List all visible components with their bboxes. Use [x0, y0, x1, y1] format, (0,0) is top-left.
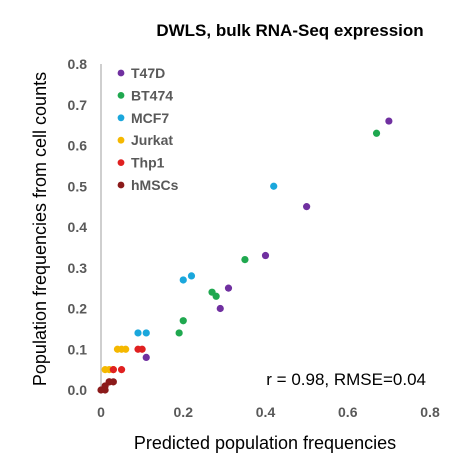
legend-marker-hmscs	[117, 181, 125, 189]
y-tick-label: 0.0	[68, 382, 88, 398]
data-point-hmscs	[109, 378, 117, 386]
legend-marker-mcf7	[117, 114, 125, 122]
data-point-thp1	[117, 366, 126, 374]
y-tick-label: 0.2	[68, 301, 88, 317]
data-point-mcf7	[270, 182, 278, 190]
data-point-t47d	[261, 251, 270, 260]
legend-label-thp1: Thp1	[131, 155, 165, 171]
x-axis-title: Predicted population frequencies	[134, 433, 396, 453]
data-point-thp1	[109, 366, 117, 374]
x-tick-label: 0.6	[338, 404, 358, 420]
y-tick-label: 0.6	[68, 138, 88, 154]
legend-marker-bt474	[117, 92, 125, 99]
legend-marker-t47d	[117, 69, 125, 77]
legend-marker-thp1	[117, 159, 125, 167]
correlation-annotation: r = 0.98, RMSE=0.04	[266, 370, 426, 389]
data-point-bt474	[241, 256, 249, 264]
y-tick-label: 0.1	[68, 341, 88, 357]
data-point-bt474	[175, 329, 183, 337]
y-tick-label: 0.3	[68, 260, 88, 276]
data-point-mcf7	[179, 276, 187, 284]
y-tick-label: 0.8	[68, 56, 88, 72]
legend-label-bt474: BT474	[131, 87, 173, 103]
data-point-hmscs	[101, 386, 109, 394]
data-point-t47d	[216, 304, 224, 313]
data-point-bt474	[179, 317, 187, 325]
legend-label-hmscs: hMSCs	[131, 177, 179, 193]
x-tick-label: 0.4	[256, 404, 276, 420]
data-point-thp1	[138, 345, 146, 353]
data-point-mcf7	[187, 272, 196, 280]
y-tick-labels: 0.0 0.1 0.2 0.3 0.4 0.5 0.6 0.7 0.8	[68, 56, 88, 398]
y-tick-label: 0.7	[68, 97, 88, 113]
legend: T47D BT474 MCF7 Jurkat Thp1 hMSCs	[117, 65, 179, 193]
data-point-t47d	[142, 353, 150, 361]
x-tick-label: 0.8	[420, 404, 440, 420]
data-point-mcf7	[142, 329, 150, 337]
data-point-t47d	[224, 284, 233, 292]
data-point-mcf7	[134, 329, 142, 337]
chart-title: DWLS, bulk RNA-Seq expression	[156, 21, 423, 40]
y-axis-title: Population frequencies from cell counts	[30, 72, 50, 386]
x-tick-label: 0	[97, 404, 105, 420]
data-points	[97, 117, 393, 394]
y-tick-label: 0.4	[68, 219, 88, 235]
legend-label-t47d: T47D	[131, 65, 165, 81]
data-point-t47d	[303, 203, 311, 211]
data-point-bt474	[372, 129, 381, 137]
legend-label-jurkat: Jurkat	[131, 132, 173, 148]
x-tick-labels: 0 0.2 0.4 0.6 0.8	[97, 404, 440, 420]
x-tick-label: 0.2	[174, 404, 194, 420]
data-point-jurkat	[122, 345, 130, 353]
data-point-t47d	[385, 117, 393, 125]
y-tick-label: 0.5	[68, 178, 88, 194]
legend-label-mcf7: MCF7	[131, 110, 169, 126]
data-point-bt474	[212, 292, 220, 300]
legend-marker-jurkat	[117, 136, 125, 144]
